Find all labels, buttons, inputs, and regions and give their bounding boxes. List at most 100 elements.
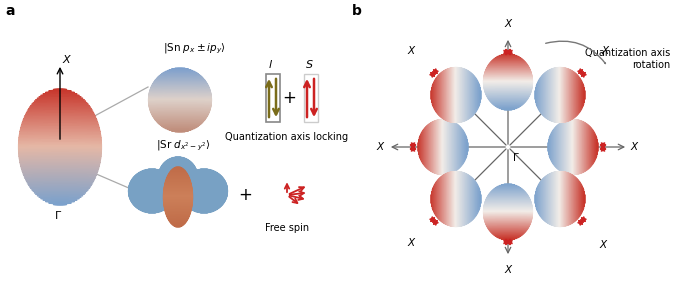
Ellipse shape (27, 182, 93, 183)
Ellipse shape (159, 171, 197, 172)
Ellipse shape (153, 81, 206, 83)
Ellipse shape (132, 202, 173, 203)
Ellipse shape (128, 188, 176, 189)
Ellipse shape (495, 58, 522, 59)
Ellipse shape (495, 188, 522, 189)
Ellipse shape (478, 186, 479, 212)
Ellipse shape (149, 89, 210, 91)
Ellipse shape (464, 69, 465, 121)
Ellipse shape (163, 191, 192, 192)
Ellipse shape (447, 119, 448, 175)
Ellipse shape (433, 83, 434, 106)
Ellipse shape (165, 181, 191, 182)
Ellipse shape (484, 206, 532, 207)
Ellipse shape (159, 182, 197, 183)
Ellipse shape (582, 83, 583, 106)
Ellipse shape (443, 71, 444, 119)
Ellipse shape (171, 222, 186, 223)
Ellipse shape (129, 195, 175, 196)
Ellipse shape (486, 224, 530, 225)
Ellipse shape (484, 217, 532, 218)
Ellipse shape (21, 166, 99, 168)
Ellipse shape (18, 135, 101, 137)
Ellipse shape (586, 123, 587, 171)
Ellipse shape (22, 170, 98, 172)
Ellipse shape (578, 180, 579, 218)
Ellipse shape (18, 147, 102, 149)
Ellipse shape (592, 129, 593, 165)
Ellipse shape (148, 97, 212, 98)
Ellipse shape (450, 68, 451, 122)
Ellipse shape (162, 189, 193, 190)
Ellipse shape (497, 187, 519, 188)
Ellipse shape (160, 74, 200, 75)
Ellipse shape (595, 135, 596, 158)
Ellipse shape (158, 172, 197, 173)
Text: $|$Sn $p_x \pm ip_y\rangle$: $|$Sn $p_x \pm ip_y\rangle$ (164, 42, 227, 56)
Ellipse shape (484, 74, 532, 75)
Ellipse shape (564, 171, 565, 227)
Ellipse shape (148, 169, 155, 170)
Ellipse shape (166, 160, 190, 161)
Ellipse shape (149, 106, 211, 107)
Ellipse shape (448, 120, 449, 174)
Ellipse shape (591, 128, 592, 166)
Ellipse shape (480, 195, 481, 204)
Ellipse shape (484, 75, 532, 76)
Ellipse shape (425, 127, 426, 167)
Ellipse shape (537, 83, 538, 106)
Ellipse shape (20, 128, 100, 130)
Ellipse shape (164, 183, 192, 184)
Ellipse shape (458, 125, 459, 169)
Ellipse shape (136, 174, 168, 175)
Ellipse shape (442, 119, 443, 175)
Ellipse shape (487, 66, 529, 67)
Ellipse shape (484, 205, 532, 206)
Ellipse shape (493, 234, 523, 235)
Ellipse shape (483, 79, 533, 80)
Ellipse shape (454, 171, 455, 227)
Text: X: X (377, 142, 384, 152)
Ellipse shape (21, 169, 99, 170)
Ellipse shape (438, 75, 439, 115)
Ellipse shape (462, 172, 463, 226)
Ellipse shape (445, 119, 446, 175)
Ellipse shape (40, 95, 79, 96)
Ellipse shape (553, 172, 554, 226)
Ellipse shape (565, 172, 566, 226)
Ellipse shape (486, 226, 530, 227)
Ellipse shape (166, 177, 189, 178)
Ellipse shape (181, 196, 227, 197)
Ellipse shape (498, 237, 519, 238)
Ellipse shape (552, 68, 553, 122)
Ellipse shape (549, 137, 550, 157)
Ellipse shape (441, 72, 442, 118)
Ellipse shape (169, 220, 187, 221)
Ellipse shape (555, 127, 556, 167)
Ellipse shape (43, 93, 77, 95)
Text: $l$: $l$ (269, 58, 273, 70)
Ellipse shape (185, 177, 223, 178)
Ellipse shape (448, 68, 449, 122)
Ellipse shape (546, 176, 547, 223)
Ellipse shape (142, 211, 162, 212)
Ellipse shape (130, 199, 174, 200)
Ellipse shape (483, 82, 533, 83)
Ellipse shape (130, 182, 174, 183)
Ellipse shape (539, 183, 540, 215)
Ellipse shape (18, 144, 102, 146)
Ellipse shape (166, 180, 190, 181)
Ellipse shape (162, 164, 193, 165)
Ellipse shape (495, 235, 522, 236)
Ellipse shape (128, 194, 175, 195)
Ellipse shape (158, 174, 198, 175)
Ellipse shape (488, 228, 528, 229)
Ellipse shape (486, 94, 530, 95)
Ellipse shape (597, 142, 598, 151)
Ellipse shape (487, 227, 529, 228)
Ellipse shape (149, 109, 211, 110)
Ellipse shape (136, 207, 169, 208)
Ellipse shape (571, 119, 572, 175)
Ellipse shape (163, 195, 193, 196)
Ellipse shape (422, 132, 423, 162)
